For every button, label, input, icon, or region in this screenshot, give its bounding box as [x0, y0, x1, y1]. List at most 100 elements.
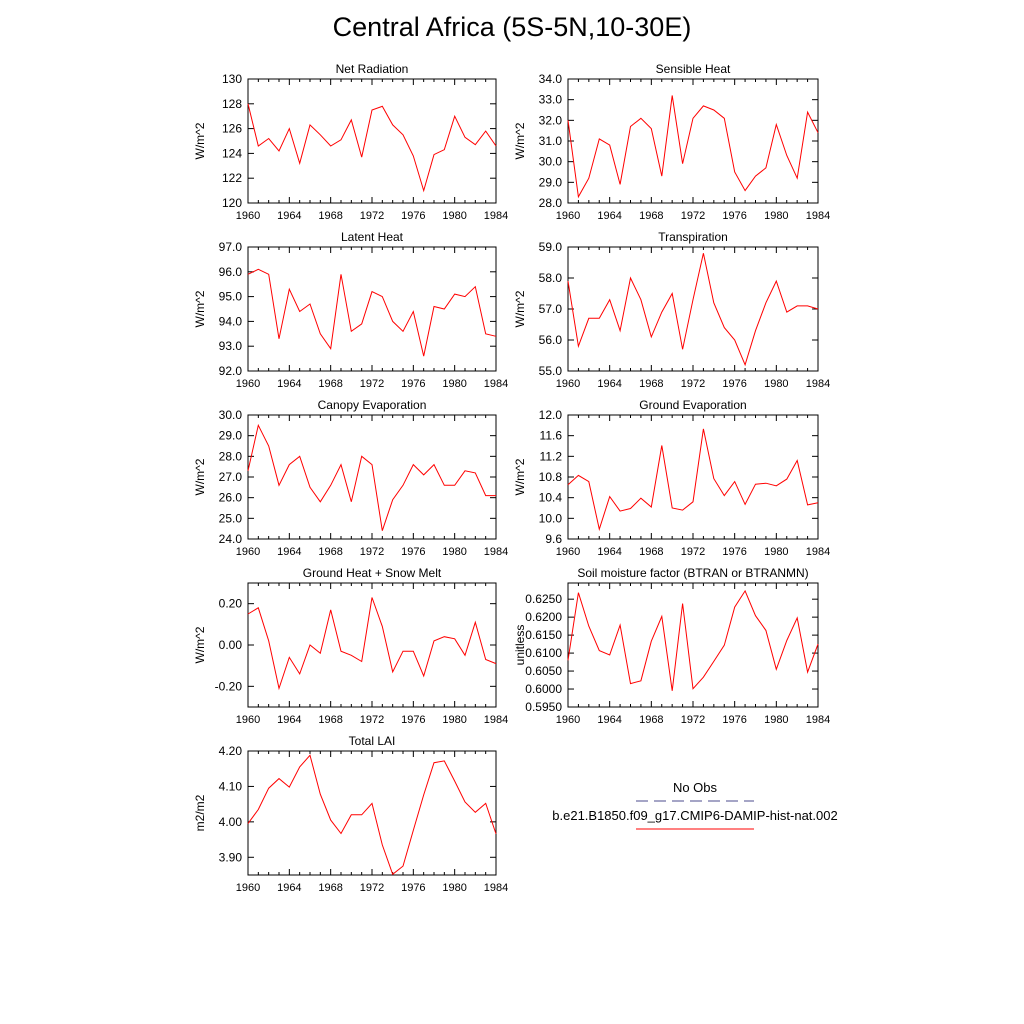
x-tick-label: 1980	[764, 210, 788, 222]
y-tick-label: 97.0	[219, 240, 243, 254]
series-line	[567, 589, 819, 691]
y-tick-label: 30.0	[539, 155, 563, 169]
y-tick-label: 28.0	[539, 196, 563, 210]
x-tick-label: 1968	[639, 546, 663, 558]
x-tick-label: 1976	[401, 378, 425, 390]
y-tick-label: 24.0	[219, 532, 243, 546]
y-tick-label: 29.0	[219, 429, 243, 443]
y-tick-label: 34.0	[539, 72, 563, 86]
x-tick-label: 1968	[639, 378, 663, 390]
x-tick-label: 1984	[806, 210, 830, 222]
legend-model-label: b.e21.B1850.f09_g17.CMIP6-DAMIP-hist-nat…	[552, 808, 837, 823]
y-tick-label: 55.0	[539, 364, 563, 378]
x-tick-label: 1984	[484, 378, 508, 390]
x-tick-label: 1972	[360, 546, 384, 558]
chart-panel-2: Sensible Heat W/m^2 1960 1964 1968 1972 1976 19…	[513, 62, 830, 222]
y-tick-label: 0.20	[219, 597, 243, 611]
chart-panel-9: Total LAI m2/m2 1960 1964 1968 1972 1976 1980 19…	[193, 734, 508, 894]
x-tick-label: 1976	[722, 546, 746, 558]
y-axis-label: unitless	[513, 625, 527, 666]
y-tick-label: 92.0	[219, 364, 243, 378]
x-tick-label: 1964	[597, 546, 621, 558]
y-axis-label: W/m^2	[513, 290, 527, 327]
plot-frame	[567, 246, 819, 372]
y-tick-label: 33.0	[539, 93, 563, 107]
x-tick-label: 1960	[236, 546, 260, 558]
x-tick-label: 1968	[639, 210, 663, 222]
plot-frame	[567, 78, 819, 204]
panel-title: Latent Heat	[341, 230, 404, 244]
x-tick-label: 1960	[236, 714, 260, 726]
x-tick-label: 1984	[484, 210, 508, 222]
x-tick-label: 1976	[722, 210, 746, 222]
x-tick-label: 1984	[806, 714, 830, 726]
x-tick-label: 1964	[277, 378, 301, 390]
x-tick-label: 1976	[722, 378, 746, 390]
x-tick-label: 1976	[401, 546, 425, 558]
x-tick-label: 1972	[681, 210, 705, 222]
chart-panel-8: Soil moisture factor (BTRAN or BTRANMN) u…	[513, 566, 830, 726]
y-tick-label: 0.6150	[525, 628, 562, 642]
y-tick-label: -0.20	[215, 679, 243, 693]
x-tick-label: 1980	[764, 714, 788, 726]
y-tick-label: 32.0	[539, 113, 563, 127]
y-tick-label: 0.6050	[525, 664, 562, 678]
plot-frame	[247, 750, 497, 876]
x-tick-label: 1960	[236, 210, 260, 222]
x-tick-label: 1980	[442, 882, 466, 894]
x-tick-label: 1960	[556, 210, 580, 222]
y-tick-label: 4.20	[219, 744, 243, 758]
x-tick-label: 1968	[318, 210, 342, 222]
x-tick-label: 1976	[401, 210, 425, 222]
y-tick-label: 10.8	[539, 470, 563, 484]
x-tick-label: 1980	[442, 378, 466, 390]
series-line	[247, 268, 497, 357]
y-tick-label: 95.0	[219, 290, 243, 304]
y-tick-label: 26.0	[219, 491, 243, 505]
series-line	[247, 597, 497, 691]
panel-title: Total LAI	[349, 734, 396, 748]
x-tick-label: 1980	[442, 210, 466, 222]
series-line	[247, 423, 496, 531]
chart-panel-3: Latent Heat W/m^2 1960 1964 1968 1972 1976 1980…	[193, 230, 508, 390]
x-tick-label: 1976	[722, 714, 746, 726]
chart-panel-7: Ground Heat + Snow Melt W/m^2 1960 1964 1968…	[193, 566, 508, 726]
x-tick-label: 1968	[318, 714, 342, 726]
y-axis-label: m2/m2	[193, 794, 207, 831]
x-tick-label: 1960	[556, 714, 580, 726]
x-tick-label: 1984	[484, 714, 508, 726]
panel-title: Transpiration	[658, 230, 728, 244]
panel-title: Net Radiation	[336, 62, 409, 76]
y-tick-label: 0.6200	[525, 610, 562, 624]
y-axis-label: W/m^2	[193, 626, 207, 663]
y-axis-label: W/m^2	[193, 290, 207, 327]
x-tick-label: 1972	[360, 714, 384, 726]
x-tick-label: 1964	[597, 378, 621, 390]
y-tick-label: 30.0	[219, 408, 243, 422]
chart-panel-1: Net Radiation W/m^2 1960 1964 1968 1972 1976 19…	[193, 62, 508, 222]
panel-grid: Net Radiation W/m^2 1960 1964 1968 1972 1976 19…	[193, 62, 830, 894]
x-tick-label: 1964	[277, 882, 301, 894]
y-tick-label: 58.0	[539, 271, 563, 285]
y-tick-label: 4.10	[219, 779, 243, 793]
y-tick-label: 128	[222, 97, 242, 111]
x-tick-label: 1972	[360, 210, 384, 222]
series-line	[247, 103, 497, 193]
x-tick-label: 1960	[236, 378, 260, 390]
y-axis-label: W/m^2	[193, 122, 207, 159]
y-tick-label: 130	[222, 72, 242, 86]
y-tick-label: 29.0	[539, 175, 563, 189]
x-tick-label: 1984	[484, 882, 508, 894]
series-line	[567, 428, 819, 532]
series-line	[567, 253, 819, 367]
x-tick-label: 1960	[556, 378, 580, 390]
x-tick-label: 1972	[360, 378, 384, 390]
x-tick-label: 1972	[681, 378, 705, 390]
chart-panel-4: Transpiration W/m^2 1960 1964 1968 1972 1976 19…	[513, 230, 830, 390]
y-tick-label: 11.2	[540, 449, 563, 463]
panel-title: Ground Heat + Snow Melt	[303, 566, 442, 580]
x-tick-label: 1964	[597, 210, 621, 222]
chart-panel-5: Canopy Evaporation W/m^2 1960 1964 1968 1972 1…	[193, 398, 508, 558]
x-tick-label: 1972	[681, 714, 705, 726]
